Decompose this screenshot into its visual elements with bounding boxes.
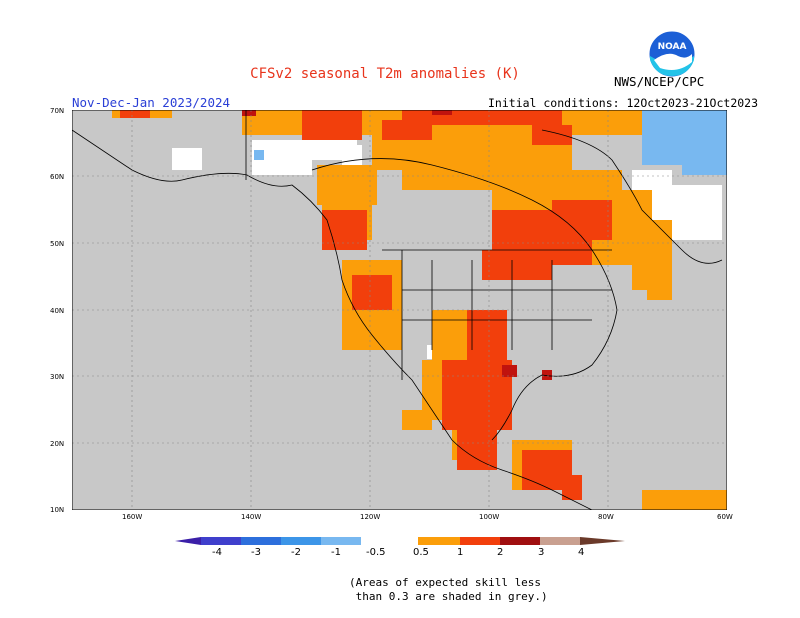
colorbar-bin: [361, 537, 418, 545]
colorbar-bin: [418, 537, 460, 545]
skill-note: (Areas of expected skill less than 0.3 a…: [349, 576, 548, 604]
lat-label-40n: 40N: [50, 307, 65, 315]
lon-label-80w: 80W: [598, 513, 614, 521]
lat-label-70n: 70N: [50, 107, 65, 115]
lon-label-60w: 60W: [717, 513, 733, 521]
organization-label: NWS/NCEP/CPC: [614, 74, 705, 89]
colorbar-label: 0.5: [413, 547, 429, 558]
colorbar-label: 2: [497, 547, 504, 558]
colorbar-label: -3: [251, 547, 261, 558]
lon-label-140w: 140W: [241, 513, 262, 521]
season-label: Nov-Dec-Jan 2023/2024: [72, 95, 231, 110]
cool-anomaly-areas: [254, 110, 727, 175]
colorbar-bin: [281, 537, 321, 545]
skill-note-line2: than 0.3 are shaded in grey.): [349, 590, 548, 603]
colorbar-label: -2: [291, 547, 301, 558]
colorbar-label: -4: [212, 547, 222, 558]
lat-label-60n: 60N: [50, 173, 65, 181]
svg-text:NOAA: NOAA: [658, 42, 687, 52]
temperature-anomaly-map: [72, 110, 727, 510]
colorbar-label: 1: [457, 547, 464, 558]
colorbar-bin: [321, 537, 361, 545]
colorbar: [175, 537, 625, 545]
colorbar-bin: [460, 537, 500, 545]
colorbar-label: 3: [538, 547, 545, 558]
skill-note-line1: (Areas of expected skill less: [349, 576, 542, 589]
warm-anomaly-2-to-3: [242, 110, 552, 380]
lat-label-50n: 50N: [50, 240, 65, 248]
colorbar-bin: [241, 537, 281, 545]
colorbar-label: -1: [331, 547, 341, 558]
initial-conditions-label: Initial conditions: 12Oct2023-21Oct2023: [488, 96, 759, 110]
colorbar-label: -0.5: [366, 547, 386, 558]
map-title: CFSv2 seasonal T2m anomalies (K): [250, 66, 520, 82]
graticule: [72, 110, 727, 510]
lon-label-160w: 160W: [122, 513, 143, 521]
colorbar-arrow-right: [580, 537, 625, 545]
lat-label-20n: 20N: [50, 440, 65, 448]
colorbar-arrow-left: [175, 537, 201, 545]
lon-label-100w: 100W: [479, 513, 500, 521]
neutral-areas: [172, 130, 722, 359]
lat-label-30n: 30N: [50, 373, 65, 381]
colorbar-bin: [500, 537, 540, 545]
coastlines: [72, 110, 723, 510]
colorbar-bin: [201, 537, 241, 545]
colorbar-label: 4: [578, 547, 585, 558]
lon-label-120w: 120W: [360, 513, 381, 521]
lat-label-10n: 10N: [50, 506, 65, 514]
colorbar-bin: [540, 537, 580, 545]
noaa-logo: NOAA: [648, 30, 696, 78]
